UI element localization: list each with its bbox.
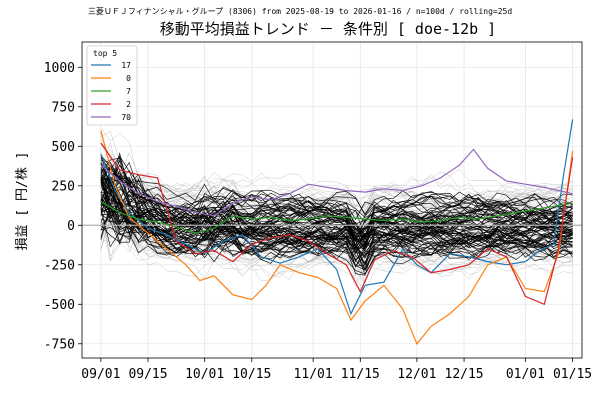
background-line: [100, 173, 573, 229]
x-tick-label: 11/15: [341, 367, 380, 382]
plot-area: [82, 119, 582, 345]
y-tick-label: -750: [44, 337, 75, 352]
legend: top 5 17 0 7 2 70: [86, 45, 138, 126]
background-line: [100, 157, 573, 244]
y-tick-label: 250: [52, 179, 75, 194]
background-line: [100, 212, 573, 288]
y-tick-label: 0: [67, 219, 75, 234]
legend-box: [86, 45, 138, 126]
legend-label-70: 70: [121, 113, 131, 122]
legend-label-2: 2: [126, 100, 131, 109]
background-line: [100, 195, 573, 271]
background-line: [100, 152, 573, 243]
legend-title: top 5: [93, 49, 117, 58]
background-line: [100, 223, 573, 293]
y-tick-label: -250: [44, 258, 75, 273]
background-line: [100, 176, 573, 242]
background-line: [100, 209, 573, 268]
background-line: [100, 133, 573, 236]
x-tick-label: 10/15: [232, 367, 271, 382]
legend-items: 17 0 7 2 70: [91, 61, 131, 122]
background-line: [100, 157, 573, 247]
y-tick-label: -500: [44, 298, 75, 313]
background-line: [100, 174, 573, 225]
y-tick-label: 500: [52, 140, 75, 155]
series-line-17: [100, 119, 574, 316]
plot-frame: [81, 41, 583, 359]
x-tick-label: 11/01: [294, 367, 333, 382]
series-lines: [100, 119, 574, 345]
background-line: [100, 200, 573, 284]
legend-label-17: 17: [121, 61, 131, 70]
background-line: [100, 177, 573, 230]
series-line-70: [100, 148, 573, 217]
y-ticks: -750 -500 -250 0 250 500 750 1000: [44, 61, 82, 352]
x-tick-label: 10/01: [185, 367, 224, 382]
y-tick-label: 1000: [44, 61, 75, 76]
background-line: [100, 155, 573, 225]
background-line: [100, 180, 573, 246]
x-tick-label: 12/01: [397, 367, 436, 382]
x-tick-label: 09/15: [128, 367, 167, 382]
legend-label-0: 0: [126, 74, 131, 83]
chart-subtitle: 三菱ＵＦＪフィナンシャル・グループ (8306) from 2025-08-19…: [88, 6, 513, 16]
background-line: [100, 164, 573, 237]
background-line: [100, 168, 573, 238]
background-line: [100, 188, 573, 276]
y-tick-label: 750: [52, 100, 75, 115]
x-tick-label: 09/01: [81, 367, 120, 382]
background-line: [100, 152, 573, 216]
y-axis-label: 損益 [ 円/株 ]: [15, 152, 30, 251]
background-line: [100, 154, 573, 220]
background-line: [100, 176, 573, 254]
background-line: [100, 151, 573, 211]
series-line-7: [100, 201, 573, 234]
background-line: [100, 161, 573, 226]
x-tick-label: 12/15: [445, 367, 484, 382]
background-line: [100, 178, 573, 241]
x-tick-label: 01/01: [506, 367, 545, 382]
background-line: [100, 193, 573, 248]
background-line: [100, 208, 573, 280]
chart-title: 移動平均損益トレンド － 条件別 [ doe-12b ]: [160, 20, 496, 38]
series-line-0: [100, 130, 574, 345]
background-line: [100, 172, 573, 218]
x-tick-label: 01/15: [553, 367, 592, 382]
x-ticks: 09/01 09/15 10/01 10/15 11/01 11/15 12/01 12/15…: [81, 358, 592, 382]
legend-label-7: 7: [126, 87, 131, 96]
series-line-2: [100, 142, 574, 306]
